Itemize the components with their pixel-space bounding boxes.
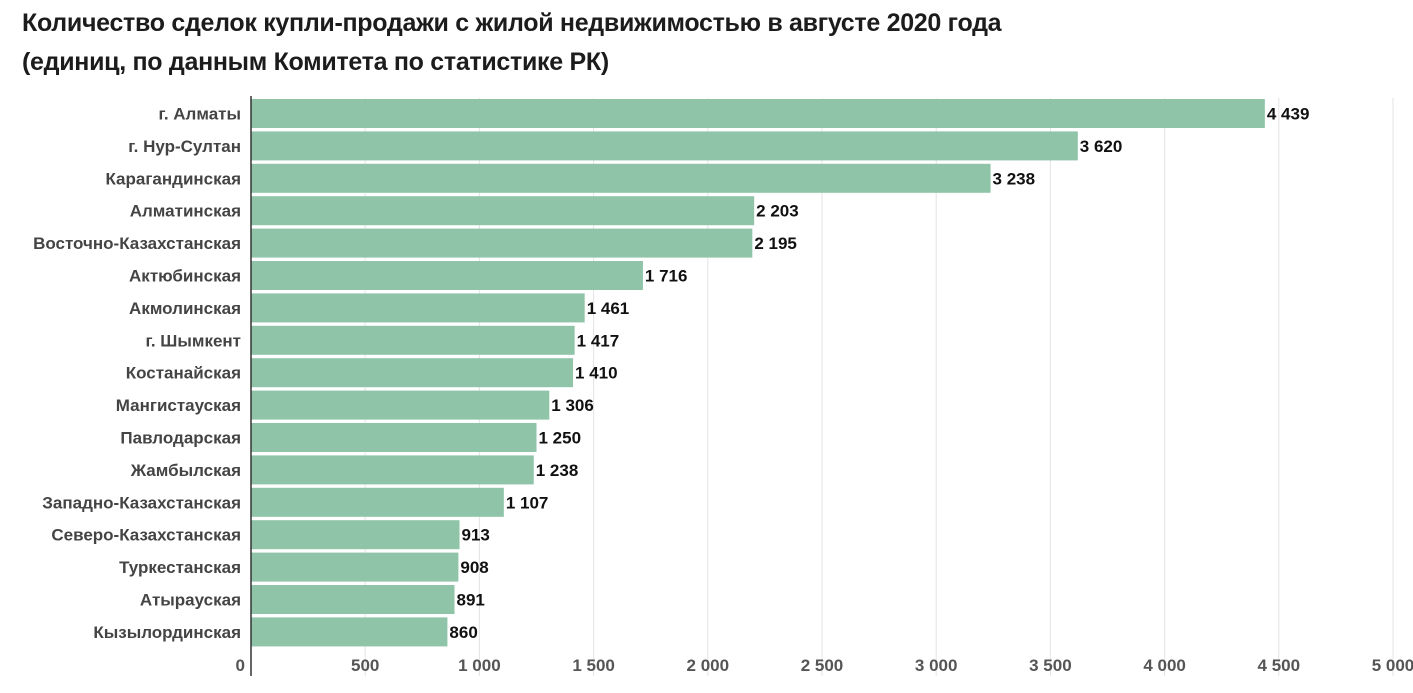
category-label: Павлодарская [120,429,241,448]
value-label: 891 [457,591,485,610]
x-tick-label: 4 500 [1258,656,1301,675]
bar [251,261,643,290]
category-label: Жамбылская [130,461,241,480]
category-label: Актюбинская [129,267,241,286]
x-tick-label: 3 000 [915,656,958,675]
category-label: Костанайская [126,364,241,383]
x-tick-label: 3 500 [1029,656,1072,675]
x-tick-label: 2 500 [801,656,844,675]
category-label: Западно-Казахстанская [42,493,241,512]
category-label: Атырауская [140,591,241,610]
category-label: Туркестанская [119,558,241,577]
grid-lines [364,98,1394,676]
bar [251,552,459,582]
bar [251,390,550,420]
category-label: Карагандинская [105,169,241,188]
bar [251,487,504,517]
value-label: 1 238 [536,461,579,480]
value-label: 2 195 [754,234,797,253]
value-label: 1 417 [577,331,620,350]
value-label: 1 410 [575,364,618,383]
value-label: 1 461 [587,299,630,318]
value-label: 4 439 [1267,105,1310,124]
bar [251,228,753,258]
x-tick-label: 1 000 [458,656,501,675]
bar [251,99,1265,128]
category-label: Северо-Казахстанская [51,526,241,545]
labels: 0 500 1 000 1 500 2 000 2 500 3 000 3 500 4 000 4… [33,105,1413,676]
value-label: 1 250 [539,429,582,448]
category-label: г. Нур-Султан [128,137,241,156]
chart-title-line-1: Количество сделок купли-продажи с жилой … [22,9,1002,37]
value-label: 1 306 [551,396,594,415]
x-tick-label: 0 [236,656,245,675]
category-label: Восточно-Казахстанская [33,234,241,253]
x-tick-label: 500 [351,656,379,675]
bar [251,423,537,452]
value-label: 1 107 [506,493,549,512]
x-tick-label: 2 000 [687,656,730,675]
bars [251,99,1265,647]
category-label: г. Алматы [158,105,241,124]
category-label: г. Шымкент [145,331,241,350]
bar [251,293,585,323]
bar [251,585,455,614]
bar [251,325,575,355]
x-tick-label: 4 000 [1143,656,1186,675]
category-label: Акмолинская [129,299,241,318]
bar [251,163,991,193]
value-label: 1 716 [645,267,688,286]
chart-title: Количество сделок купли-продажи с жилой … [22,4,1402,82]
bar [251,358,574,388]
category-label: Мангистауская [116,396,241,415]
bar [251,520,460,550]
value-label: 2 203 [756,202,799,221]
bar [251,131,1078,161]
x-tick-label: 1 500 [572,656,615,675]
category-label: Алматинская [130,202,241,221]
bar [251,455,534,485]
value-label: 908 [460,558,488,577]
value-label: 3 620 [1080,137,1123,156]
value-label: 860 [449,623,477,642]
chart-title-line-2: (единиц, по данным Комитета по статистик… [22,48,609,76]
value-label: 913 [462,526,490,545]
x-tick-label: 5 000 [1372,656,1413,675]
category-label: Кызылординская [93,623,241,642]
value-label: 3 238 [993,169,1036,188]
bar [251,617,448,647]
bar [251,196,755,226]
